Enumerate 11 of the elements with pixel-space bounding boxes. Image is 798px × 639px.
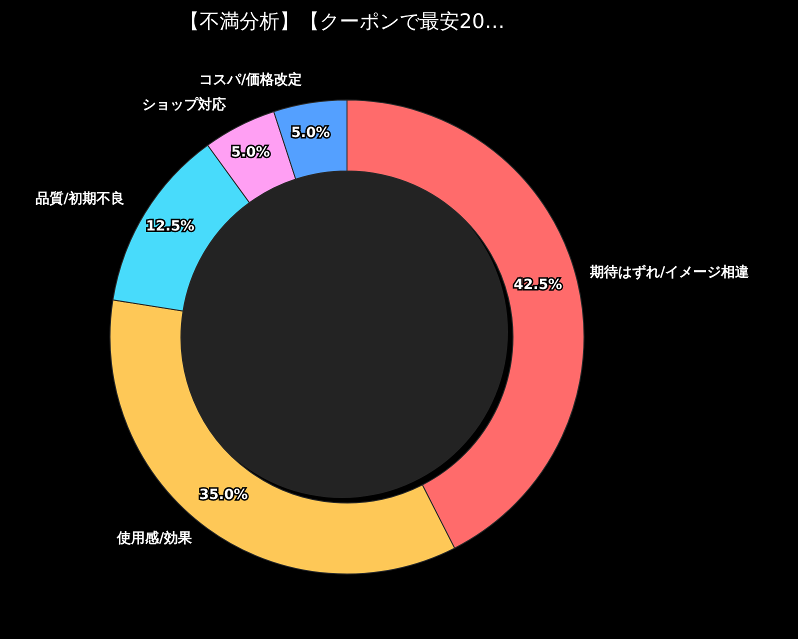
- chart-title: 【不満分析】【クーポンで最安20…: [178, 8, 506, 35]
- data-label: 5.0%: [231, 144, 270, 160]
- slice-label: ショップ対応: [142, 96, 226, 113]
- slice-label: コスパ/価格改定: [198, 71, 302, 88]
- data-label: 42.5%: [514, 276, 562, 293]
- data-label: 5.0%: [291, 124, 330, 141]
- slice-label: 使用感/効果: [116, 530, 194, 546]
- data-label: 12.5%: [146, 218, 194, 235]
- slice-label: 期待はずれ/イメージ相違: [588, 264, 750, 280]
- data-label: 35.0%: [199, 487, 248, 504]
- slice-label: 品質/初期不良: [35, 190, 125, 207]
